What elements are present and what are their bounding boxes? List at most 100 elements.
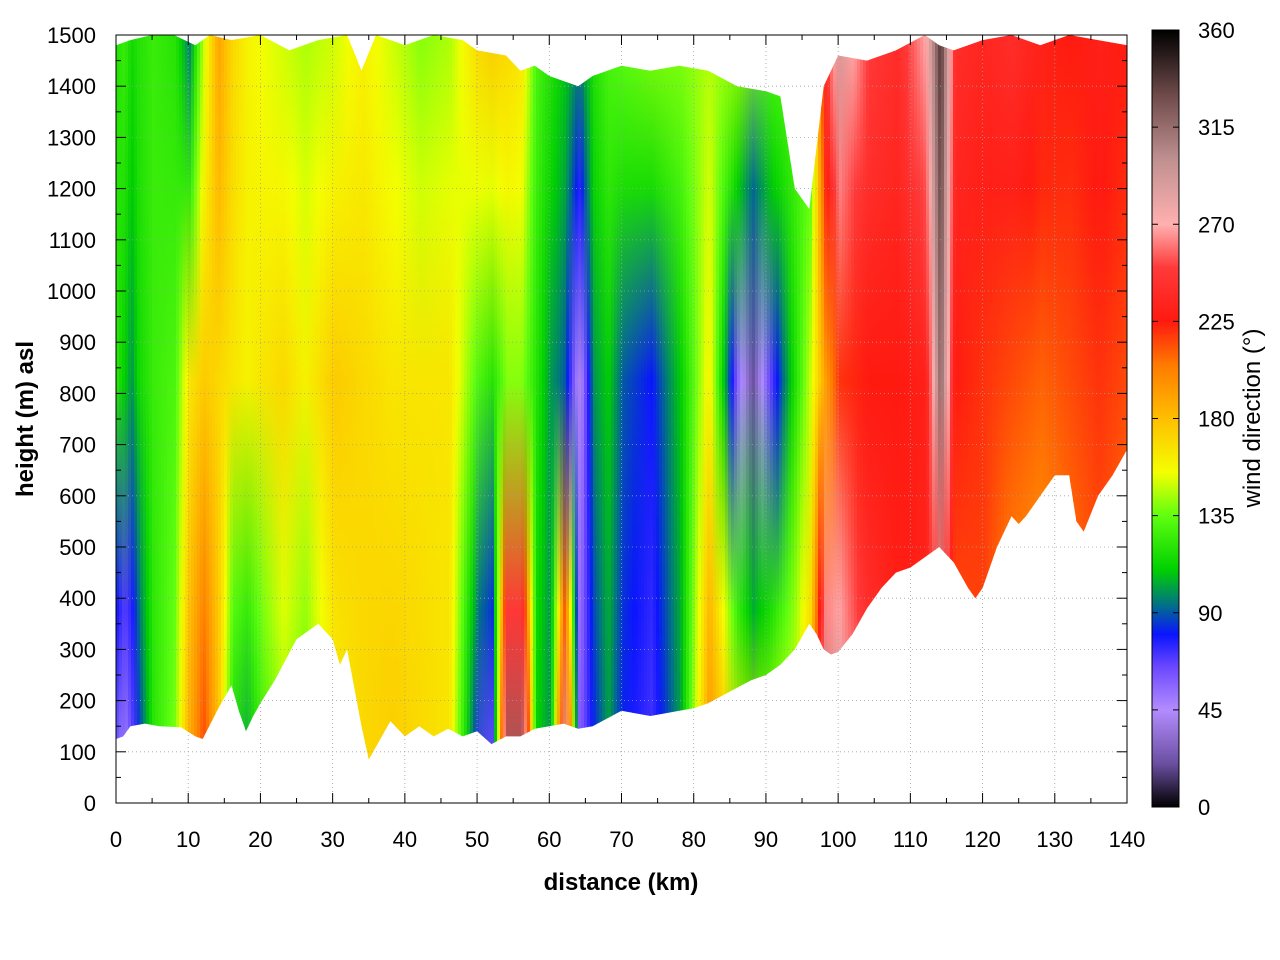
field-column xyxy=(374,35,378,760)
x-tick-label: 60 xyxy=(537,827,561,852)
field-column xyxy=(194,35,198,760)
field-column xyxy=(842,35,846,760)
field-column xyxy=(563,35,567,760)
field-column xyxy=(1034,35,1038,760)
field-column xyxy=(986,35,990,760)
colorbar-tick-label: 90 xyxy=(1198,601,1222,626)
y-tick-label: 1400 xyxy=(47,74,96,99)
field-column xyxy=(140,35,144,760)
field-column xyxy=(935,35,939,760)
field-column xyxy=(968,35,972,760)
field-column xyxy=(866,35,870,760)
field-column xyxy=(734,35,738,760)
field-column xyxy=(290,35,294,760)
x-tick-label: 20 xyxy=(248,827,272,852)
field-column xyxy=(203,35,207,760)
field-column xyxy=(236,35,240,760)
field-column xyxy=(929,35,933,760)
field-column xyxy=(794,35,798,760)
field-column xyxy=(962,35,966,760)
field-column xyxy=(179,35,183,760)
field-column xyxy=(257,35,261,760)
field-column xyxy=(839,35,843,760)
field-column xyxy=(125,35,129,760)
field-column xyxy=(596,35,600,760)
field-column xyxy=(542,35,546,760)
y-tick-label: 900 xyxy=(59,330,96,355)
x-tick-label: 140 xyxy=(1109,827,1146,852)
field-column xyxy=(425,35,429,760)
field-column xyxy=(164,35,168,760)
field-column xyxy=(440,35,444,760)
field-column xyxy=(1070,35,1074,760)
field-column xyxy=(383,35,387,760)
field-column xyxy=(461,35,465,760)
y-tick-label: 1000 xyxy=(47,279,96,304)
field-column xyxy=(539,35,543,760)
field-column xyxy=(395,35,399,760)
field-column xyxy=(365,35,369,760)
field-column xyxy=(1064,35,1068,760)
field-column xyxy=(335,35,339,760)
field-column xyxy=(263,35,267,760)
field-column xyxy=(1013,35,1017,760)
field-column xyxy=(998,35,1002,760)
field-column xyxy=(701,35,705,760)
field-column xyxy=(902,35,906,760)
field-column xyxy=(311,35,315,760)
field-column xyxy=(863,35,867,760)
field-column xyxy=(221,35,225,760)
field-column xyxy=(548,35,552,760)
field-column xyxy=(587,35,591,760)
field-column xyxy=(698,35,702,760)
field-column xyxy=(905,35,909,760)
field-column xyxy=(413,35,417,760)
field-column xyxy=(1040,35,1044,760)
field-column xyxy=(761,35,765,760)
colorbar-title: wind direction (°) xyxy=(1239,329,1266,509)
x-tick-label: 40 xyxy=(393,827,417,852)
field-column xyxy=(551,35,555,760)
x-axis-title: distance (km) xyxy=(544,869,699,896)
field-column xyxy=(143,35,147,760)
field-column xyxy=(302,35,306,760)
field-column xyxy=(1049,35,1053,760)
x-tick-label: 70 xyxy=(609,827,633,852)
field-column xyxy=(266,35,270,760)
colorbar-tick-label: 270 xyxy=(1198,212,1235,237)
field-column xyxy=(941,35,945,760)
field-column xyxy=(803,35,807,760)
field-column xyxy=(254,35,258,760)
field-column xyxy=(977,35,981,760)
field-column xyxy=(896,35,900,760)
field-column xyxy=(377,35,381,760)
field-column xyxy=(215,35,219,760)
field-column xyxy=(923,35,927,760)
field-column xyxy=(899,35,903,760)
x-tick-label: 80 xyxy=(681,827,705,852)
field-column xyxy=(392,35,396,760)
field-column xyxy=(1025,35,1029,760)
field-column xyxy=(671,35,675,760)
field-column xyxy=(659,35,663,760)
field-column xyxy=(1097,35,1101,760)
field-column xyxy=(470,35,474,760)
field-column xyxy=(1001,35,1005,760)
field-column xyxy=(722,35,726,760)
field-column xyxy=(992,35,996,760)
field-column xyxy=(209,35,213,760)
field-column xyxy=(812,35,816,760)
field-column xyxy=(944,35,948,760)
field-column xyxy=(320,35,324,760)
field-column xyxy=(632,35,636,760)
field-column xyxy=(1076,35,1080,760)
field-column xyxy=(788,35,792,760)
field-column xyxy=(653,35,657,760)
field-column xyxy=(353,35,357,760)
field-column xyxy=(233,35,237,760)
field-column xyxy=(488,35,492,760)
field-column xyxy=(116,35,120,760)
field-column xyxy=(710,35,714,760)
field-column xyxy=(680,35,684,760)
